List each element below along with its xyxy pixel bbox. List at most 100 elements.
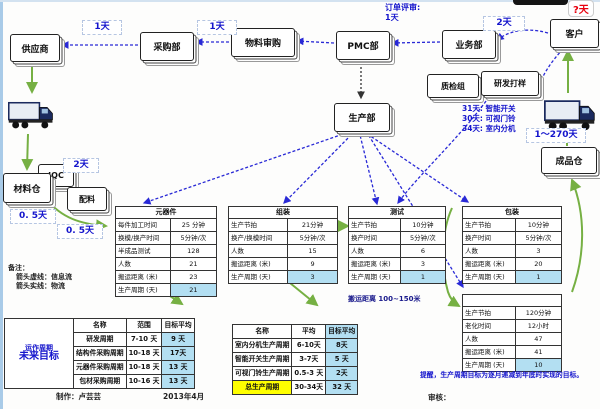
days-label: 2天 — [73, 160, 89, 170]
metric-label: 搬运距离 (米) — [348, 257, 401, 271]
days-label: 1～270天 — [534, 130, 578, 140]
summary-header: 范围 — [125, 318, 163, 333]
metric-value: 10分钟 — [514, 218, 563, 232]
remark-solid-line: 箭头实线：物流 — [16, 282, 65, 291]
box-material-review: 物料审购 — [231, 28, 295, 57]
summary-target: 13 天 — [161, 360, 195, 375]
order-review-line2: 1天 — [385, 13, 399, 23]
process-table-row: 生产周期 (天) 21 — [115, 283, 218, 297]
reminder-text: 提醒，生产周期目标为逐月递减到年底时实现的目标。 — [420, 371, 584, 379]
box-finished-store: 成品仓 — [541, 147, 597, 174]
metric-label: 生产周期 (天) — [462, 358, 516, 372]
summary-target: 5 天 — [325, 352, 359, 367]
metric-label: 生产周期 (天) — [348, 270, 401, 284]
box-iqc-label: IQC — [48, 171, 64, 180]
summary-range: 10-18 天 — [125, 346, 163, 361]
box-rd-sample-label: 研发打样 — [494, 79, 526, 88]
process-table-row: 搬运距离 (米) 9 — [227, 257, 338, 271]
page-top-border — [0, 0, 600, 2]
box-purchasing-label: 采购部 — [153, 43, 181, 53]
box-batching-label: 配料 — [79, 194, 95, 204]
summary-range: 10-16 天 — [125, 374, 163, 389]
summary-average: 30-34天 — [291, 380, 327, 395]
summary-average: 3-7天 — [291, 352, 327, 367]
leadtime-line: 34天: 室内分机 — [462, 123, 516, 133]
truck-icon-inbound — [8, 101, 53, 129]
days-label: 0. 5天 — [18, 211, 48, 221]
metric-label: 生产周期 (天) — [115, 283, 171, 297]
summary-header: 平均 — [291, 324, 327, 339]
process-table-row: 老化时间 12小时 — [462, 319, 563, 333]
summary-row: 可视门铃生产周期 0.5-3 天 2天 — [231, 366, 359, 381]
metric-value: 5分钟/次 — [514, 231, 563, 245]
metric-value: 41 — [514, 345, 563, 359]
leadtime-line: 31天: 智能开关 — [462, 104, 516, 113]
remark-title: 备注： — [8, 264, 29, 272]
process-table-row: 换模/换产时间 5分钟/次 — [115, 231, 218, 245]
customer-leadtime-bubble: ?天 — [568, 0, 594, 17]
days-material-2: 0. 5天 — [57, 224, 103, 239]
metric-label: 生产节拍 — [462, 306, 516, 320]
process-table-row: 人数 15 — [227, 244, 338, 258]
process-table-row: 生产节拍 10分钟 — [348, 218, 447, 232]
truck-icon-top — [513, 0, 568, 5]
box-sales: 业务部 — [442, 30, 496, 59]
summary-name: 元器件采购周期 — [73, 360, 127, 375]
future-goal-line2: 未来目标 — [19, 351, 59, 362]
summary-range: 10-18 天 — [125, 360, 163, 375]
metric-label: 搬运距离 (米) — [115, 270, 171, 284]
summary-name: 研发周期 — [73, 332, 127, 347]
process-table-components: 元器件 每件加工时间 25 分钟 换模/换产时间 5分钟/次 半成品测试 128 人数 21 搬运… — [115, 206, 218, 297]
metric-label: 生产节拍 — [462, 218, 516, 232]
box-material-store-label: 材料仓 — [13, 184, 41, 195]
metric-label: 半成品测试 — [115, 244, 171, 258]
product-leadtime-note: 31天: 智能开关 30天: 可视门铃 34天: 室内分机 — [462, 104, 516, 133]
days-iqc: 2天 — [63, 158, 99, 173]
metric-value: 9 — [287, 257, 338, 271]
process-table-assembly: 组装 生产节拍 21分钟 换产/换模时间 5分钟/次 人数 15 搬运距离 (米) 9 生产周期 … — [227, 206, 338, 284]
order-review-line1: 订单评审: — [385, 3, 421, 12]
metric-value: 21 — [169, 283, 218, 297]
process-table-title: 包装 — [462, 206, 562, 219]
days-label: 1天 — [94, 22, 110, 32]
metric-value: 10 — [514, 358, 563, 372]
metric-value: 47 — [514, 332, 563, 346]
box-pmc-label: PMC部 — [347, 42, 379, 52]
metric-label: 换模/换产时间 — [115, 231, 171, 245]
summary-name: 结构件采购周期 — [73, 346, 127, 361]
truck-icon-outbound — [544, 100, 595, 131]
footer-date-text: 2013年4月 — [163, 392, 205, 401]
summary-name: 包材采购周期 — [73, 374, 127, 389]
days-label: 1天 — [209, 22, 225, 32]
summary-name: 室内分机生产周期 — [231, 338, 293, 353]
metric-value: 5分钟/次 — [287, 231, 338, 245]
summary-row: 元器件采购周期 10-18 天 13 天 — [5, 360, 195, 375]
summary-range: 7-10 天 — [125, 332, 163, 347]
metric-label: 生产周期 (天) — [227, 270, 289, 284]
box-customer-label: 客户 — [565, 30, 584, 40]
days-label: 0. 5天 — [65, 226, 95, 236]
page-left-border — [0, 0, 3, 409]
summary-target: 17天 — [161, 346, 195, 361]
process-table-testing: 测试 生产节拍 10分钟 换产时间 5分钟/次 人数 6 搬运距离 (米) 3 生产周期 (天) 1 — [348, 206, 447, 284]
transport-distance-note: 搬运距离 100~150米 — [348, 295, 421, 304]
process-table-row: 搬运距离 (米) 3 — [348, 257, 447, 271]
process-table-row: 搬运距离 (米) 20 — [462, 257, 563, 271]
box-material-review-label: 物料审购 — [244, 39, 281, 49]
process-table-row: 换产/换模时间 5分钟/次 — [227, 231, 338, 245]
metric-value: 5分钟/次 — [399, 231, 447, 245]
metric-value: 5分钟/次 — [169, 231, 218, 245]
summary-header: 名称 — [231, 324, 293, 339]
metric-value: 23 — [169, 270, 218, 284]
summary-name: 可视门铃生产周期 — [231, 366, 293, 381]
summary-header: 目标平均 — [325, 324, 359, 339]
process-table-title: 测试 — [348, 206, 446, 219]
metric-value: 12小时 — [514, 319, 563, 333]
metric-value: 3 — [287, 270, 338, 284]
days-shipping-range: 1～270天 — [526, 128, 586, 143]
metric-value: 120分钟 — [514, 306, 563, 320]
order-review-note: 订单评审: 1天 — [385, 3, 420, 24]
days-label: 2天 — [496, 18, 512, 28]
